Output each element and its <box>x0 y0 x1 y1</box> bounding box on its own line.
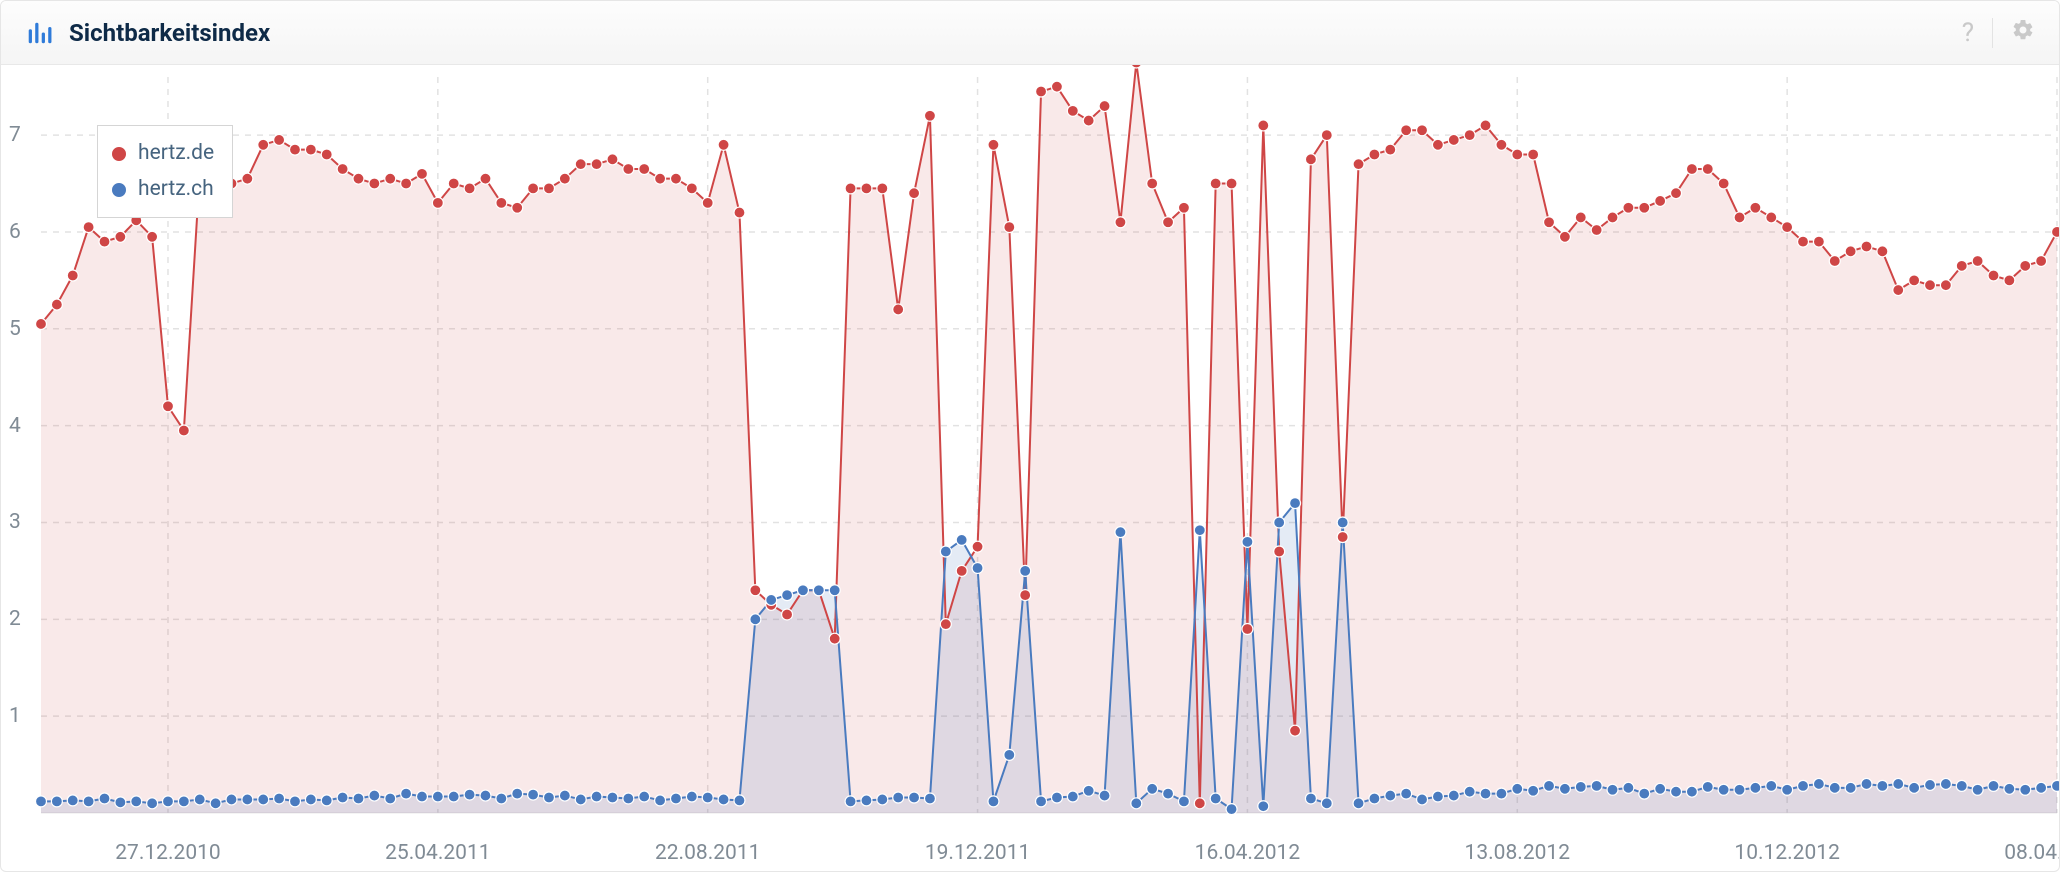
chart-area: 1 2 3 4 5 6 7 27.12.2010 25.04.2011 22.08.2011 19… <box>1 65 2059 871</box>
x-axis-label: 08.04.2013 <box>2004 841 2060 865</box>
y-axis-label: 2 <box>9 607 21 631</box>
x-axis-label: 25.04.2011 <box>385 841 491 865</box>
bar-chart-icon <box>25 19 53 47</box>
gear-icon[interactable] <box>2011 18 2035 47</box>
panel-header: Sichtbarkeitsindex ? <box>1 1 2059 65</box>
y-axis-label: 7 <box>9 123 21 147</box>
y-axis-label: 3 <box>9 510 21 534</box>
line-chart[interactable] <box>1 65 2060 872</box>
legend-label: hertz.ch <box>138 172 214 208</box>
panel-title: Sichtbarkeitsindex <box>69 19 270 47</box>
visibility-index-panel: Sichtbarkeitsindex ? 1 2 3 4 5 6 7 27.12.2010 2… <box>0 0 2060 872</box>
x-axis-label: 22.08.2011 <box>655 841 761 865</box>
legend-dot-icon <box>112 147 126 161</box>
legend-dot-icon <box>112 183 126 197</box>
y-axis-label: 6 <box>9 220 21 244</box>
legend: hertz.dehertz.ch <box>97 125 233 218</box>
x-axis-label: 13.08.2012 <box>1465 841 1571 865</box>
x-axis-label: 16.04.2012 <box>1195 841 1301 865</box>
x-axis-label: 10.12.2012 <box>1734 841 1840 865</box>
y-axis-label: 5 <box>9 317 21 341</box>
header-divider <box>1992 18 1993 48</box>
y-axis-label: 4 <box>9 414 21 438</box>
x-axis-label: 27.12.2010 <box>115 841 221 865</box>
x-axis-label: 19.12.2011 <box>925 841 1031 865</box>
y-axis-label: 1 <box>9 704 21 728</box>
legend-item[interactable]: hertz.de <box>112 136 214 172</box>
help-icon[interactable]: ? <box>1962 20 1974 46</box>
legend-item[interactable]: hertz.ch <box>112 172 214 208</box>
legend-label: hertz.de <box>138 136 214 172</box>
